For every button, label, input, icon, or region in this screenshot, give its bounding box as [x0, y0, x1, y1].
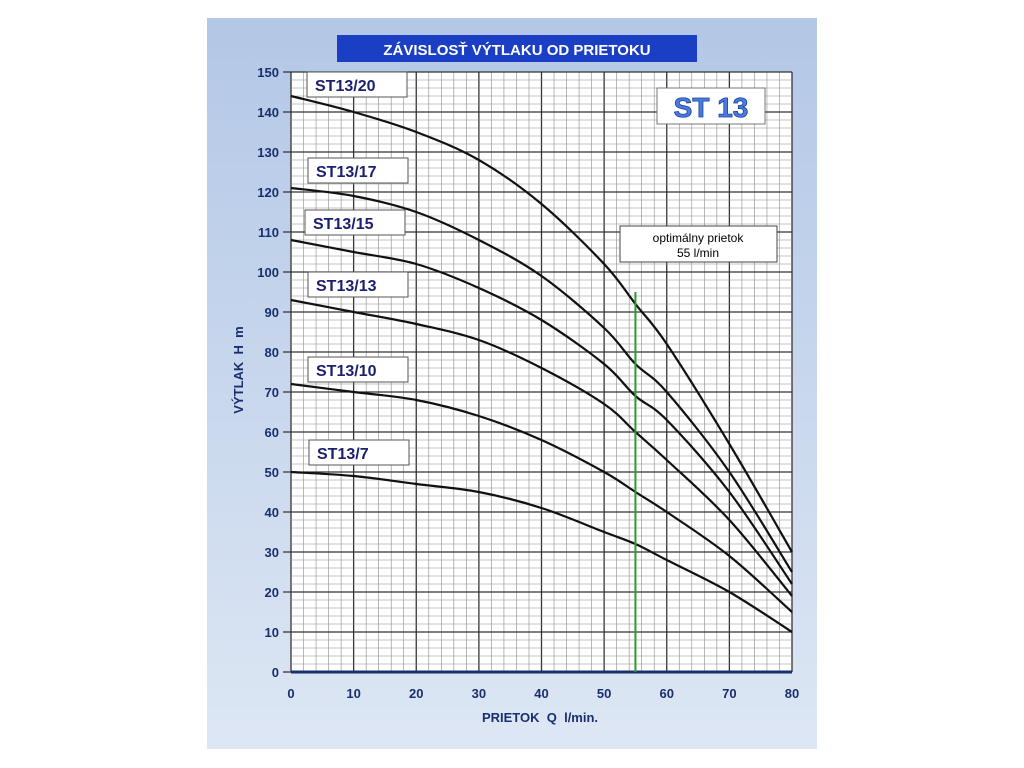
x-tick-label: 20: [409, 686, 423, 701]
series-label-box: [306, 71, 408, 98]
y-tick-label: 80: [265, 345, 279, 360]
x-tick-label: 80: [785, 686, 799, 701]
y-tick-label: 100: [257, 265, 279, 280]
y-tick-label: 140: [257, 105, 279, 120]
series-label: ST13/15: [313, 216, 374, 233]
curve-st13-7: [290, 470, 793, 633]
series-labels: ST13/20 ST13/17 ST13/15 ST13/13 ST13/10 ST13/…: [304, 71, 410, 466]
chart-title: ZÁVISLOSŤ VÝTLAKU OD PRIETOKU: [383, 41, 650, 59]
x-axis-label: PRIETOK Q l/min.: [482, 710, 598, 725]
x-tick-label: 40: [534, 686, 548, 701]
y-tick-label: 150: [257, 65, 279, 80]
series-badge: ST 13: [674, 92, 749, 123]
tick-labels: 0 10 20 30 40 50 60 70 80 0 10 20 30 40 50 60 70 80 90 100 1…: [257, 65, 799, 701]
curve-st13-10: [290, 382, 793, 613]
curve-st13-15: [290, 238, 793, 585]
x-tick-label: 0: [287, 686, 294, 701]
y-tick-label: 30: [265, 545, 279, 560]
series-label: ST13/13: [316, 278, 377, 295]
series-label: ST13/10: [316, 363, 377, 380]
y-tick-label: 60: [265, 425, 279, 440]
y-tick-label: 120: [257, 185, 279, 200]
x-tick-label: 50: [597, 686, 611, 701]
y-tick-label: 40: [265, 505, 279, 520]
y-tick-label: 110: [258, 225, 279, 240]
y-tick-label: 20: [265, 585, 279, 600]
curve-st13-20: [290, 94, 793, 553]
curves: [290, 94, 793, 633]
x-tick-label: 60: [660, 686, 674, 701]
curve-st13-13: [290, 298, 793, 597]
y-tick-label: 10: [265, 625, 279, 640]
y-tick-label: 50: [265, 465, 279, 480]
series-label-box: [308, 439, 410, 466]
curve-st13-17: [290, 186, 793, 573]
title-box: [337, 35, 697, 62]
series-label-box: [307, 271, 409, 298]
y-tick-label: 0: [272, 665, 279, 680]
x-tick-label: 30: [472, 686, 486, 701]
y-axis-label: VÝTLAK H m: [231, 326, 246, 413]
series-label-box: [307, 157, 409, 184]
series-label: ST13/7: [317, 446, 369, 463]
annotation-box: [619, 225, 778, 263]
x-tick-label: 70: [722, 686, 736, 701]
series-label-box: [307, 356, 409, 383]
series-label: ST13/17: [316, 164, 377, 181]
annotation-line2: 55 l/min: [677, 246, 719, 260]
y-tick-label: 90: [265, 305, 279, 320]
annotation-line1: optimálny prietok: [653, 231, 745, 245]
x-tick-label: 10: [346, 686, 360, 701]
series-label: ST13/20: [315, 78, 376, 95]
badge-box: [656, 87, 766, 125]
series-label-box: [304, 209, 406, 236]
y-tick-label: 70: [265, 385, 279, 400]
y-tick-label: 130: [257, 145, 279, 160]
